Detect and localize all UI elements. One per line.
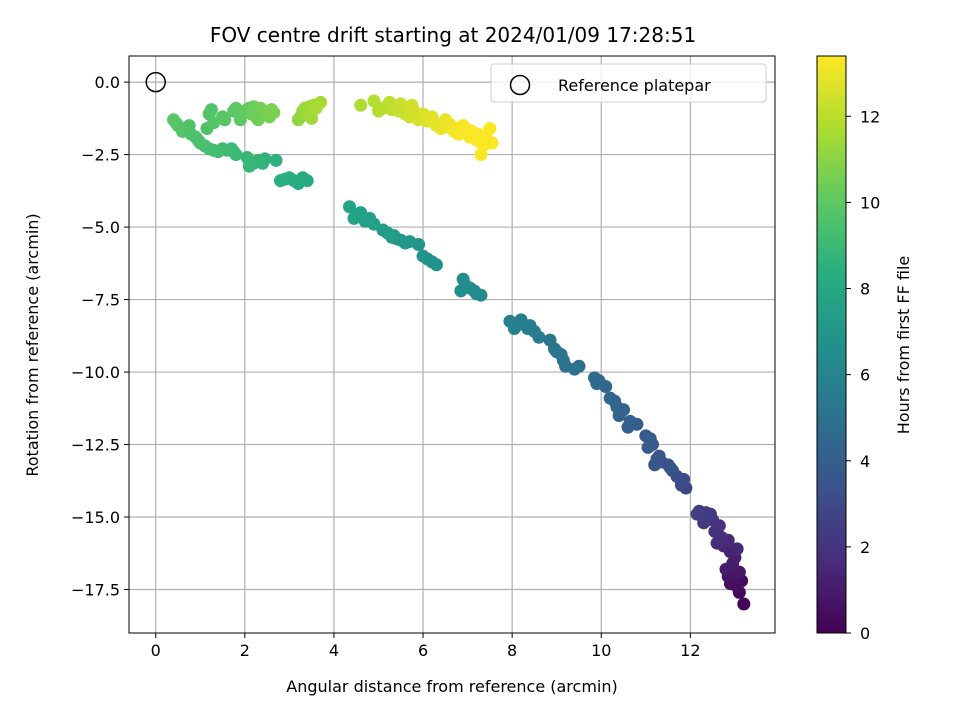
colorbar-gradient xyxy=(817,56,846,633)
y-tick-label: −5.0 xyxy=(81,218,120,237)
scatter-point xyxy=(543,333,557,347)
y-tick-label: −10.0 xyxy=(71,363,120,382)
plot-frame xyxy=(128,55,776,634)
x-axis-label: Angular distance from reference (arcmin) xyxy=(286,677,617,696)
legend-box xyxy=(490,63,767,103)
y-tick-label: −15.0 xyxy=(71,508,120,527)
scatter-point xyxy=(218,113,232,127)
legend-marker-open-circle xyxy=(509,74,531,96)
scatter-point xyxy=(416,249,430,263)
scatter-point xyxy=(269,153,283,167)
scatter-point xyxy=(204,103,218,117)
y-tick-label: −12.5 xyxy=(71,436,120,455)
scatter-point xyxy=(690,507,704,521)
colorbar-frame xyxy=(816,55,847,634)
scatter-point xyxy=(305,111,319,125)
scatter-point xyxy=(483,121,497,135)
scatter-point xyxy=(730,542,744,556)
chart-title: FOV centre drift starting at 2024/01/09 … xyxy=(210,23,696,47)
x-tick-label: 6 xyxy=(418,641,428,660)
scatter-point xyxy=(590,377,604,391)
scatter-points xyxy=(145,71,751,611)
scatter-point xyxy=(367,94,381,108)
y-tick-label: −17.5 xyxy=(71,581,120,600)
colorbar-tick-label: 8 xyxy=(860,280,870,299)
scatter-point xyxy=(641,440,655,454)
x-tick-label: 10 xyxy=(591,641,611,660)
scatter-point xyxy=(650,452,664,466)
scatter-point xyxy=(343,200,357,214)
colorbar-tick-label: 10 xyxy=(860,193,880,212)
scatter-point xyxy=(314,95,328,109)
x-tick-label: 12 xyxy=(680,641,700,660)
scatter-point xyxy=(485,136,499,150)
scatter-point xyxy=(603,391,617,405)
scatter-point xyxy=(454,284,468,298)
x-tick-label: 2 xyxy=(240,641,250,660)
scatter-point xyxy=(354,98,368,112)
y-tick-label: −2.5 xyxy=(81,146,120,165)
x-tick-label: 4 xyxy=(329,641,339,660)
colorbar-ticks: 0 2 4 6 8 10 12 xyxy=(846,107,880,643)
scatter-point xyxy=(623,414,637,428)
colorbar-tick-label: 2 xyxy=(860,538,870,557)
scatter-point xyxy=(240,150,254,164)
y-tick-label: −7.5 xyxy=(81,291,120,310)
scatter-point xyxy=(273,174,287,188)
y-axis-ticks: 0.0 −2.5 −5.0 −7.5 −10.0 −12.5 −15.0 −17.5 xyxy=(71,73,129,600)
scatter-point xyxy=(456,272,470,286)
grid xyxy=(129,56,775,633)
colorbar: 0 2 4 6 8 10 12 Hours from first FF file xyxy=(816,55,913,643)
scatter-point xyxy=(167,113,181,127)
colorbar-tick-label: 4 xyxy=(860,452,870,471)
legend-label: Reference platepar xyxy=(558,76,711,95)
scatter-point xyxy=(737,597,751,611)
legend: Reference platepar xyxy=(490,63,767,103)
scatter-point xyxy=(347,211,361,225)
x-tick-label: 8 xyxy=(507,641,517,660)
x-tick-label: 0 xyxy=(151,641,161,660)
y-tick-label: 0.0 xyxy=(95,73,120,92)
y-axis-label: Rotation from reference (arcmin) xyxy=(23,213,42,476)
colorbar-tick-label: 6 xyxy=(860,366,870,385)
reference-point xyxy=(145,71,166,93)
scatter-point xyxy=(267,106,281,120)
colorbar-label: Hours from first FF file xyxy=(894,256,913,435)
colorbar-tick-label: 0 xyxy=(860,624,870,643)
x-axis-ticks: 0 2 4 6 8 10 12 xyxy=(151,633,701,660)
colorbar-tick-label: 12 xyxy=(860,107,880,126)
scatter-point xyxy=(503,314,517,328)
